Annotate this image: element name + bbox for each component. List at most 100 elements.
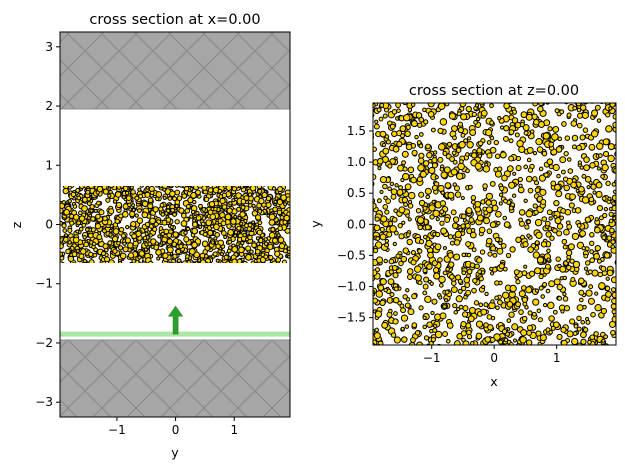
particle [595, 190, 603, 198]
particle [467, 315, 475, 323]
particle [532, 150, 538, 156]
particle [382, 204, 389, 210]
particle [374, 327, 379, 333]
particle [434, 175, 439, 180]
particle [594, 217, 599, 222]
particle [449, 156, 455, 162]
particle [416, 216, 425, 224]
particle [414, 330, 421, 336]
particle [574, 207, 582, 214]
particle [383, 287, 388, 293]
particle [452, 302, 458, 309]
particle [165, 204, 171, 210]
particle [189, 214, 194, 219]
particle [198, 224, 203, 229]
particle [148, 233, 153, 238]
particle [231, 246, 239, 253]
particle [410, 120, 418, 128]
particle [456, 172, 464, 180]
particle [376, 344, 380, 345]
particle [145, 186, 150, 190]
particle [85, 227, 90, 232]
particle [69, 220, 75, 226]
particle [116, 240, 121, 246]
particle [373, 186, 374, 188]
particle [473, 300, 480, 306]
particle [221, 204, 228, 210]
particle [433, 150, 438, 155]
particle [181, 193, 188, 199]
particle [503, 337, 509, 343]
particle [453, 253, 461, 261]
particle [400, 307, 407, 314]
particle [450, 209, 457, 216]
particle [523, 198, 528, 204]
particle [395, 253, 401, 259]
particle [219, 197, 226, 205]
particle [554, 108, 560, 114]
particle [536, 256, 545, 264]
particle [188, 248, 196, 255]
particle [525, 339, 533, 345]
particle [517, 186, 525, 194]
particle [512, 338, 518, 343]
particle [240, 204, 246, 210]
particle [564, 208, 572, 216]
particle [128, 207, 133, 212]
particle [546, 158, 554, 166]
particle [233, 214, 238, 219]
particle [460, 330, 467, 337]
particle [478, 276, 484, 282]
particle [243, 195, 250, 201]
particle [588, 196, 595, 203]
particle [195, 189, 201, 196]
particle [72, 213, 80, 221]
particle [231, 258, 238, 263]
particle [185, 254, 190, 259]
particle [523, 264, 528, 269]
particle [398, 206, 406, 214]
particle [147, 197, 154, 204]
particle [207, 187, 214, 193]
particle [559, 156, 567, 164]
particle [385, 139, 391, 145]
particle [389, 181, 395, 187]
particle [442, 331, 448, 337]
particle [466, 334, 473, 340]
particle [534, 240, 540, 246]
particle [134, 213, 139, 218]
particle [402, 294, 408, 300]
particle [121, 195, 126, 200]
particle [537, 317, 543, 323]
particle [447, 252, 454, 259]
particle [527, 246, 534, 253]
particle [373, 328, 376, 334]
particle [465, 241, 472, 248]
particle [373, 142, 374, 146]
particle [483, 302, 489, 308]
particle [286, 246, 290, 251]
particle [433, 323, 438, 329]
particle [566, 330, 574, 338]
particle [596, 258, 602, 264]
particle [392, 241, 397, 247]
particle [166, 238, 173, 245]
particle [406, 238, 413, 246]
particle [535, 138, 543, 146]
particle [479, 249, 486, 255]
particle [586, 185, 591, 190]
particle [431, 260, 438, 267]
particle [615, 113, 616, 118]
particle [217, 188, 223, 194]
particle [590, 183, 597, 190]
particle [112, 228, 120, 235]
particle [569, 258, 575, 264]
particle [407, 107, 413, 113]
particle [149, 217, 156, 225]
particle [524, 305, 529, 310]
particle [560, 169, 566, 175]
particle [424, 295, 432, 304]
particle [235, 192, 242, 199]
particle [466, 252, 472, 258]
particle [242, 186, 247, 188]
